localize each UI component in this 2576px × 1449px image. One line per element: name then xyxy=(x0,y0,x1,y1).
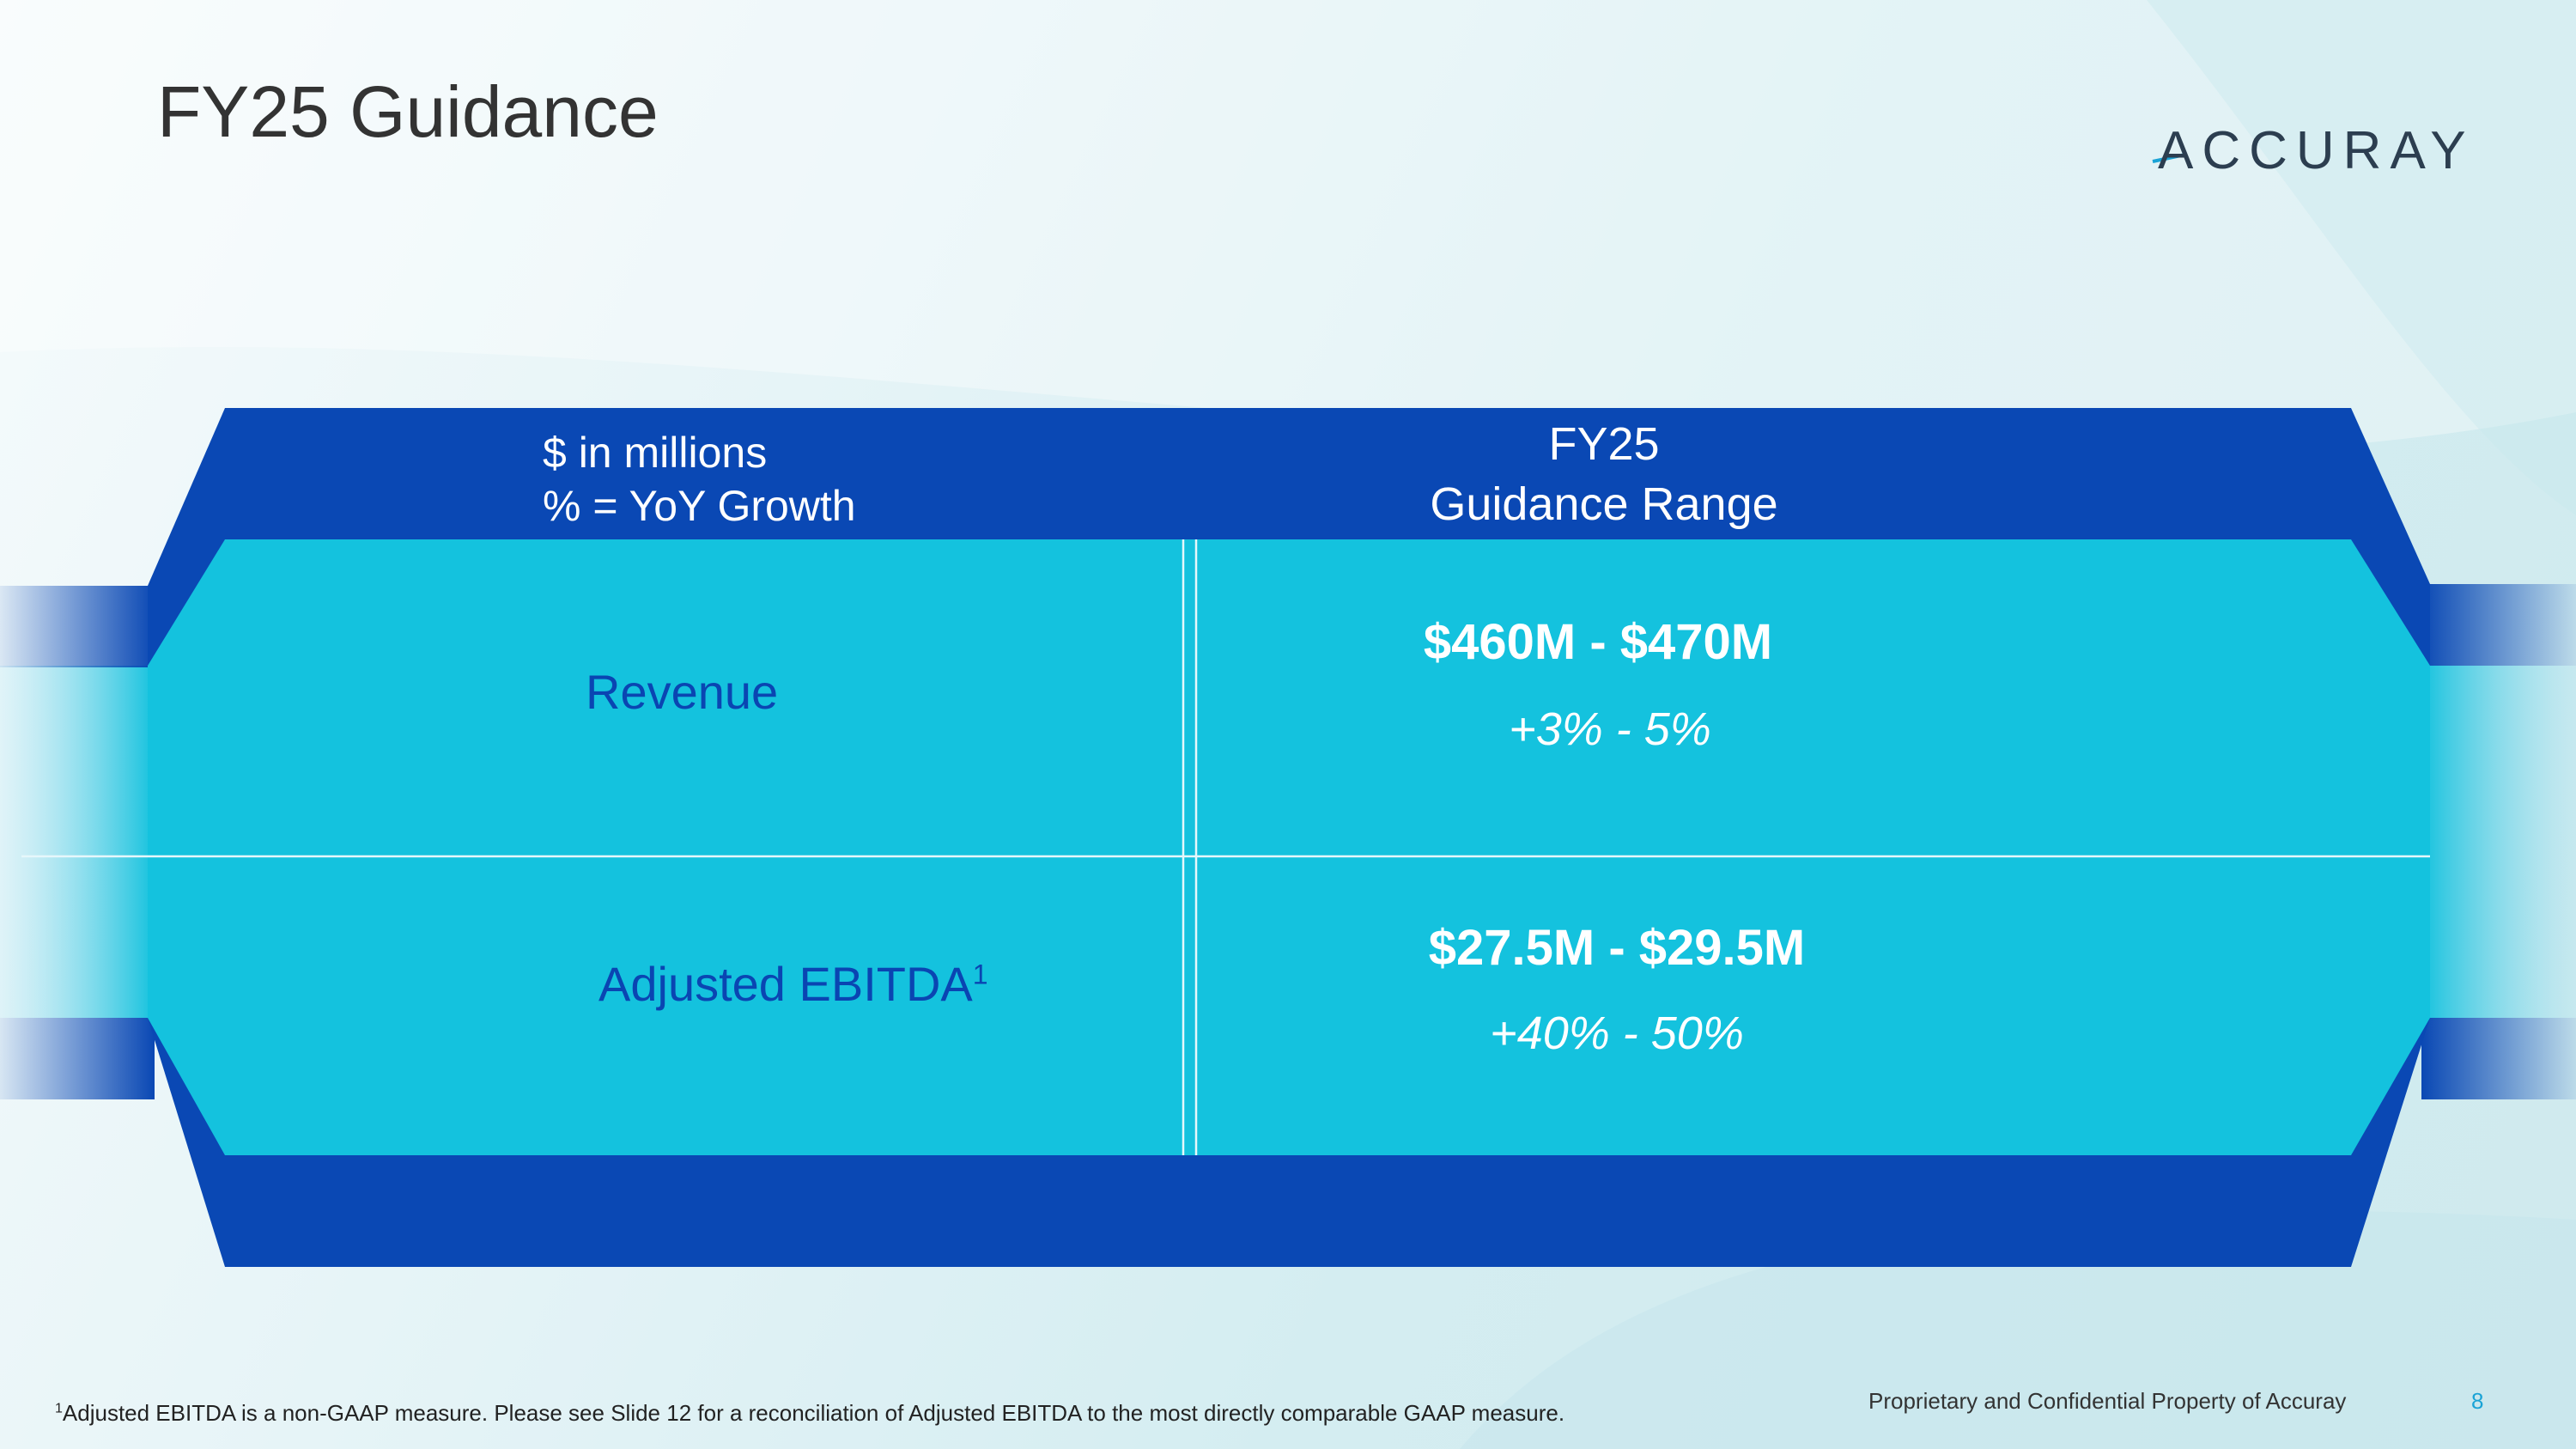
ebitda-footnote-marker: 1 xyxy=(972,959,988,990)
left-bottom-stripe xyxy=(0,1018,155,1099)
units-line: $ in millions xyxy=(543,429,768,477)
ebitda-growth: +40% - 50% xyxy=(1490,1008,1744,1059)
right-top-stripe xyxy=(2421,584,2576,666)
period-header: FY25 Guidance Range xyxy=(1288,414,1920,534)
revenue-label: Revenue xyxy=(586,665,779,719)
units-header: $ in millions % = YoY Growth xyxy=(543,426,856,533)
logo-swoosh-icon xyxy=(2152,153,2186,163)
page-number: 8 xyxy=(2471,1388,2484,1414)
growth-line: % = YoY Growth xyxy=(543,482,856,530)
ebitda-label-text: Adjusted EBITDA xyxy=(598,957,973,1011)
accuray-logo: ACCURAY xyxy=(2151,120,2466,180)
inner-cyan-panel xyxy=(148,539,2430,1155)
range-line: Guidance Range xyxy=(1430,478,1778,530)
bottom-blue-band xyxy=(225,1155,2351,1267)
confidential-notice: Proprietary and Confidential Property of… xyxy=(1868,1388,2347,1414)
revenue-range: $460M - $470M xyxy=(1423,614,1773,670)
ebitda-label: Adjusted EBITDA1 xyxy=(598,956,988,1012)
left-side-band xyxy=(0,666,155,1018)
footnote-text: Adjusted EBITDA is a non-GAAP measure. P… xyxy=(62,1400,1565,1426)
footnote-marker: 1 xyxy=(55,1401,63,1416)
ebitda-range: $27.5M - $29.5M xyxy=(1428,920,1806,976)
period-line: FY25 xyxy=(1548,418,1660,470)
right-side-band xyxy=(2421,666,2576,1018)
right-bottom-stripe xyxy=(2421,1018,2576,1099)
footnote: 1Adjusted EBITDA is a non-GAAP measure. … xyxy=(55,1400,1564,1427)
logo-wordmark: ACCURAY xyxy=(2158,121,2475,180)
revenue-growth: +3% - 5% xyxy=(1509,703,1711,755)
page-title: FY25 Guidance xyxy=(157,71,659,152)
left-top-stripe xyxy=(0,586,155,667)
